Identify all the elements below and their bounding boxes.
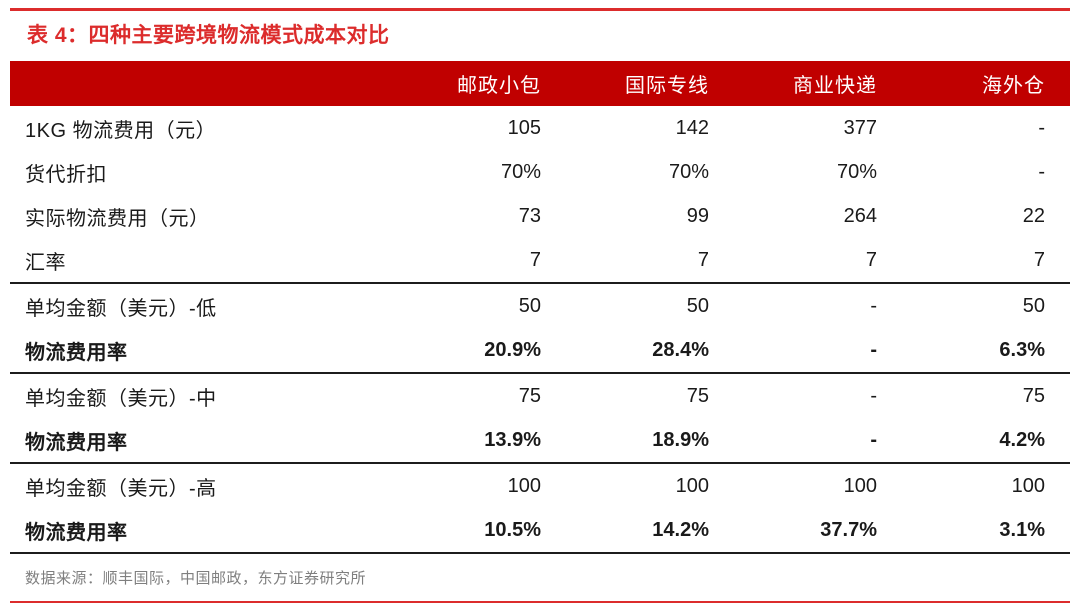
top-accent-line xyxy=(10,8,1070,11)
cell: 20.9% xyxy=(484,338,541,361)
row-label: 单均金额（美元）-高 xyxy=(10,462,373,508)
cell: 14.2% xyxy=(652,518,709,541)
cell: 70% xyxy=(836,160,877,183)
cell: 100 xyxy=(709,462,877,508)
column-header-commercial-express: 商业快递 xyxy=(709,61,877,106)
row-label: 货代折扣 xyxy=(25,163,107,186)
cell: 99 xyxy=(686,204,709,227)
cell: 7 xyxy=(865,248,877,271)
cell: 10.5% xyxy=(484,518,541,541)
row-label: 物流费用率 xyxy=(25,341,128,364)
cell: 50 xyxy=(877,282,1070,328)
cell: - xyxy=(870,338,877,361)
table-row: 货代折扣 70% 70% 70% - xyxy=(10,150,1070,194)
row-label: 物流费用率 xyxy=(25,521,128,544)
cell: 70% xyxy=(668,160,709,183)
cell: - xyxy=(709,372,877,418)
data-source-note: 数据来源：顺丰国际，中国邮政，东方证券研究所 xyxy=(25,570,367,587)
cell: 22 xyxy=(1022,204,1045,227)
cell: - xyxy=(709,282,877,328)
table-row: 单均金额（美元）-中 75 75 - 75 xyxy=(10,372,1070,418)
column-header-overseas-warehouse: 海外仓 xyxy=(877,61,1070,106)
cell: 37.7% xyxy=(820,518,877,541)
cell: 18.9% xyxy=(652,428,709,451)
table-row: 单均金额（美元）-低 50 50 - 50 xyxy=(10,282,1070,328)
column-header-postal-parcel: 邮政小包 xyxy=(373,61,541,106)
row-label: 物流费用率 xyxy=(25,431,128,454)
column-header-blank xyxy=(10,61,373,106)
cell: 7 xyxy=(529,248,541,271)
cell: 73 xyxy=(518,204,541,227)
table-row: 实际物流费用（元） 73 99 264 22 xyxy=(10,194,1070,238)
row-label: 实际物流费用（元） xyxy=(25,207,210,230)
row-label: 1KG 物流费用（元） xyxy=(25,119,217,142)
table-header-row: 邮政小包 国际专线 商业快递 海外仓 xyxy=(10,61,1070,106)
cell: - xyxy=(1038,160,1045,183)
cell: 70% xyxy=(500,160,541,183)
cell: 50 xyxy=(541,282,709,328)
cell: 100 xyxy=(373,462,541,508)
table-row: 物流费用率 13.9% 18.9% - 4.2% xyxy=(10,418,1070,463)
table-title: 表 4：四种主要跨境物流模式成本对比 xyxy=(27,24,390,47)
column-header-intl-line: 国际专线 xyxy=(541,61,709,106)
cell: 13.9% xyxy=(484,428,541,451)
row-label: 汇率 xyxy=(25,251,66,274)
cell: 7 xyxy=(697,248,709,271)
cell: 3.1% xyxy=(999,518,1045,541)
bottom-accent-line xyxy=(10,601,1070,603)
table-row: 单均金额（美元）-高 100 100 100 100 xyxy=(10,462,1070,508)
cell: - xyxy=(1038,116,1045,139)
row-label: 单均金额（美元）-低 xyxy=(10,282,373,328)
cell: 100 xyxy=(541,462,709,508)
cell: - xyxy=(870,428,877,451)
cell: 377 xyxy=(843,116,877,139)
cell: 75 xyxy=(877,372,1070,418)
cell: 264 xyxy=(843,204,877,227)
table-row: 汇率 7 7 7 7 xyxy=(10,238,1070,283)
cell: 75 xyxy=(373,372,541,418)
cost-comparison-table: 邮政小包 国际专线 商业快递 海外仓 1KG 物流费用（元） 105 142 3… xyxy=(10,61,1070,554)
table-row: 物流费用率 10.5% 14.2% 37.7% 3.1% xyxy=(10,508,1070,553)
cell: 7 xyxy=(1033,248,1045,271)
row-label: 单均金额（美元）-中 xyxy=(10,372,373,418)
cell: 105 xyxy=(507,116,541,139)
cell: 6.3% xyxy=(999,338,1045,361)
cell: 100 xyxy=(877,462,1070,508)
cell: 4.2% xyxy=(999,428,1045,451)
table-row: 1KG 物流费用（元） 105 142 377 - xyxy=(10,106,1070,150)
table-row: 物流费用率 20.9% 28.4% - 6.3% xyxy=(10,328,1070,373)
cell: 142 xyxy=(675,116,709,139)
cell: 50 xyxy=(373,282,541,328)
cell: 28.4% xyxy=(652,338,709,361)
cell: 75 xyxy=(541,372,709,418)
